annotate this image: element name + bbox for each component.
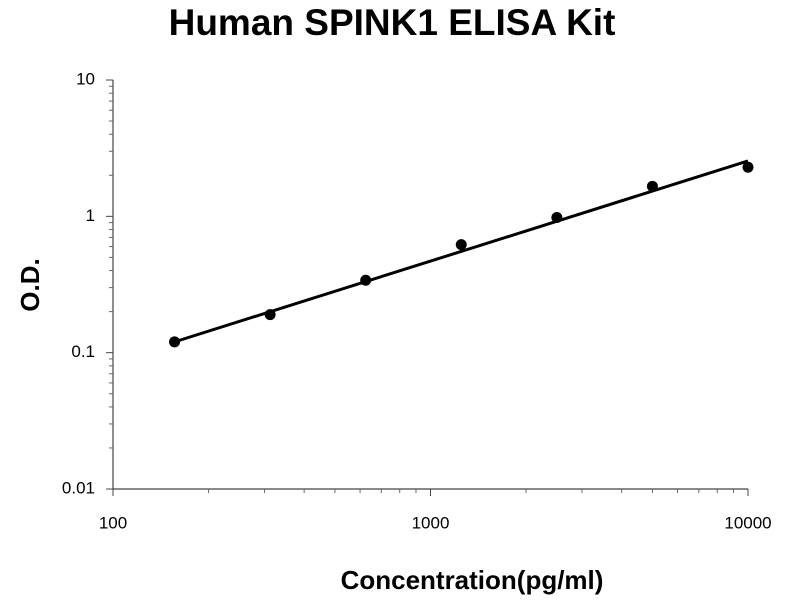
data-point [551,212,563,224]
data-point [360,274,372,286]
y-axis-label: O.D. [15,258,45,311]
y-tick-label: 0.1 [71,342,95,361]
y-tick-label: 1 [86,206,95,225]
data-point [169,336,181,348]
x-tick-label: 1000 [412,513,450,532]
data-point [264,309,276,321]
x-axis-label: Concentration(pg/ml) [341,565,604,595]
fit-line [174,159,749,344]
data-point [742,161,754,173]
data-point [646,180,658,192]
chart-title: Human SPINK1 ELISA Kit [169,2,616,43]
x-tick-label: 10000 [724,513,771,532]
y-tick-label: 10 [76,69,95,88]
data-point [455,239,467,251]
y-tick-label: 0.01 [62,478,95,497]
x-tick-label: 100 [99,513,127,532]
